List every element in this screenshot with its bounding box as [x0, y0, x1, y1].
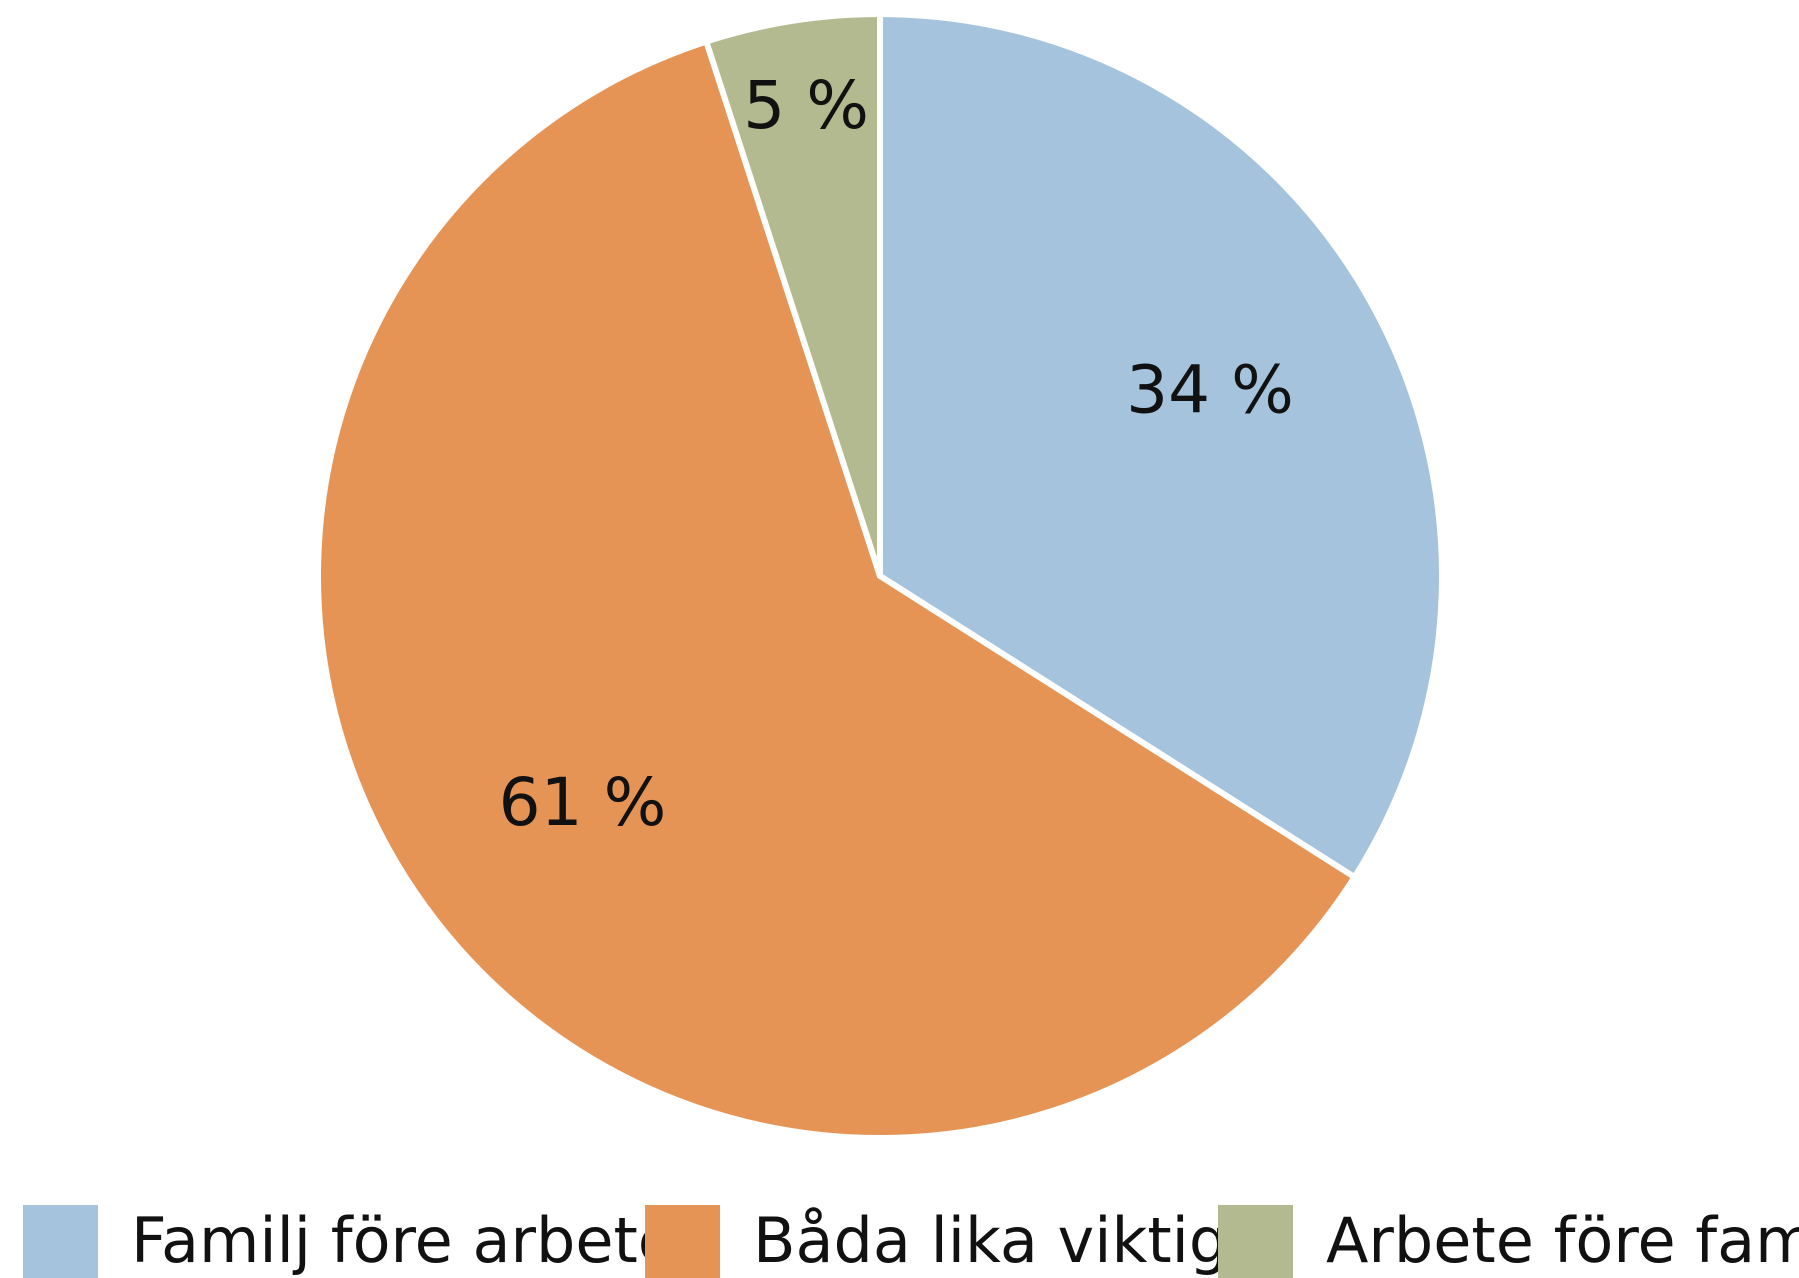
value-label: 34 % [1126, 352, 1294, 429]
legend-label: Familj före arbete [131, 1204, 676, 1277]
pie-slice [314, 37, 1359, 1141]
pie-slice [702, 10, 883, 577]
legend-label: Båda lika viktiga [753, 1204, 1266, 1277]
legend-label: Arbete före familj [1326, 1204, 1799, 1277]
value-label: 5 % [743, 67, 869, 144]
legend-swatch [645, 1205, 720, 1278]
legend-swatch [1218, 1205, 1293, 1278]
legend-swatch [23, 1205, 98, 1278]
value-label: 61 % [499, 764, 667, 841]
pie-slice [877, 10, 1445, 882]
